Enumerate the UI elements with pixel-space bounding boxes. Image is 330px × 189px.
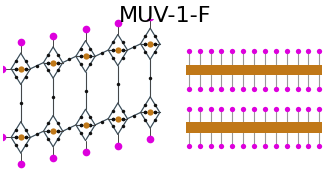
Bar <box>186 122 322 133</box>
Bar <box>186 65 322 75</box>
Text: MUV-1-F: MUV-1-F <box>119 6 211 26</box>
